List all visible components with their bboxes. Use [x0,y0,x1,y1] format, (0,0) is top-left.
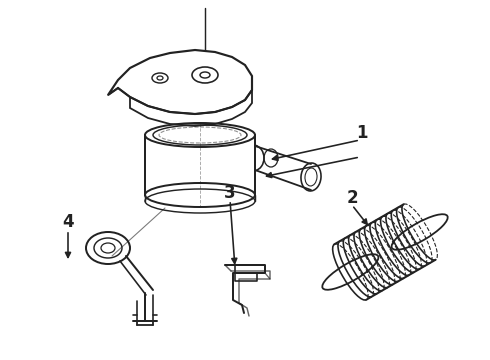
Text: 2: 2 [346,189,358,207]
Text: 4: 4 [62,213,74,231]
Text: 3: 3 [224,184,236,202]
Text: 1: 1 [356,124,368,142]
